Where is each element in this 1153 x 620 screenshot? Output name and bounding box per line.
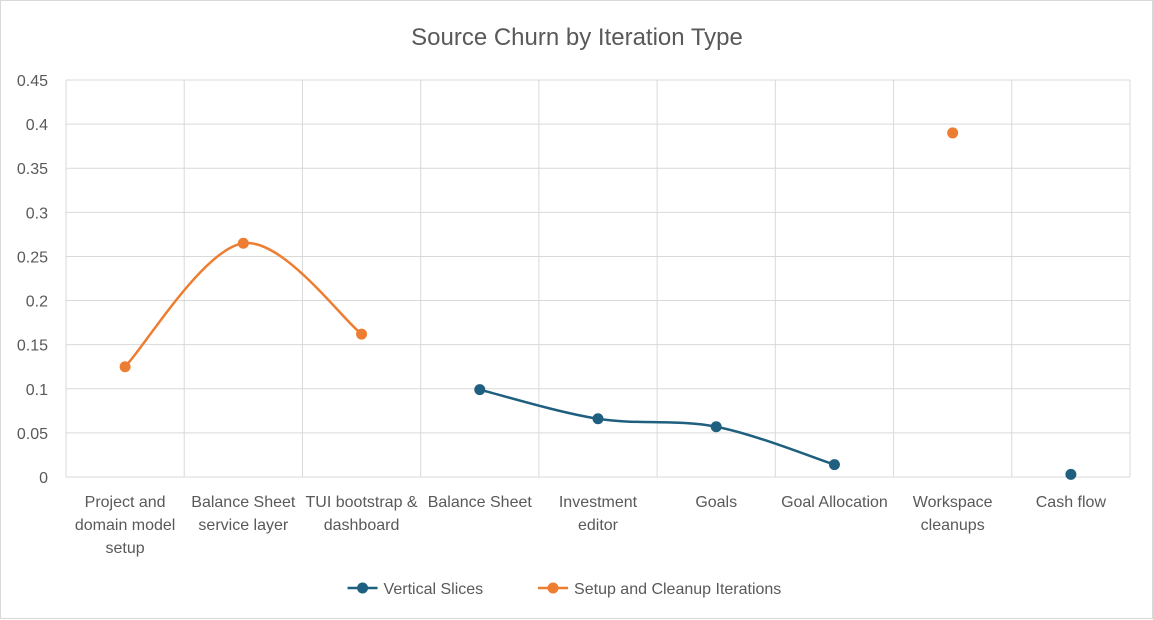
series-line	[478, 388, 836, 466]
x-category-label: Goals	[695, 494, 737, 511]
y-tick-label: 0.35	[17, 161, 48, 178]
x-category-label: Investment editor	[559, 494, 638, 534]
data-point	[237, 237, 249, 249]
data-point	[592, 413, 604, 425]
gridlines	[65, 79, 1131, 478]
y-tick-label: 0.3	[26, 205, 48, 222]
series-setup-and-cleanup-iterations	[119, 127, 959, 373]
data-point	[947, 127, 959, 139]
data-point	[710, 421, 722, 433]
y-tick-label: 0.1	[26, 382, 48, 399]
x-axis-categories: Project and domain model setup Balance Shee…	[75, 494, 1107, 557]
y-tick-label: 0.05	[17, 426, 48, 443]
x-category-label: Balance Sheet service layer	[191, 494, 296, 534]
y-tick-label: 0.25	[17, 249, 48, 266]
x-category-label: Project and domain model setup	[75, 494, 176, 557]
data-point	[1065, 468, 1077, 480]
legend-label: Vertical Slices	[384, 581, 484, 598]
legend: Vertical Slices Setup and Cleanup Iterati…	[347, 581, 781, 598]
x-category-label: TUI bootstrap & dashboard	[306, 494, 418, 534]
legend-marker	[357, 582, 369, 594]
y-tick-label: 0.2	[26, 294, 48, 311]
data-point	[356, 328, 368, 340]
legend-label: Setup and Cleanup Iterations	[574, 581, 781, 598]
y-tick-label: 0.15	[17, 338, 48, 355]
data-point	[119, 361, 131, 373]
data-point	[828, 459, 840, 471]
legend-item: Vertical Slices	[347, 581, 484, 598]
y-axis-ticks: 0 0.05 0.1 0.15 0.2 0.25 0.3 0.35 0.4 0.45	[17, 73, 48, 487]
series-line	[123, 241, 363, 368]
data-point	[474, 384, 486, 396]
series-vertical-slices	[474, 384, 1077, 480]
x-category-label: Goal Allocation	[781, 494, 888, 511]
chart-title: Source Churn by Iteration Type	[411, 24, 743, 51]
y-tick-label: 0.4	[26, 117, 48, 134]
legend-item: Setup and Cleanup Iterations	[538, 581, 781, 598]
x-category-label: Cash flow	[1036, 494, 1107, 511]
legend-marker	[547, 582, 559, 594]
y-tick-label: 0.45	[17, 73, 48, 90]
x-category-label: Workspace cleanups	[913, 494, 993, 534]
series-layer	[119, 127, 1077, 480]
y-tick-label: 0	[39, 470, 48, 487]
x-category-label: Balance Sheet	[428, 494, 533, 511]
